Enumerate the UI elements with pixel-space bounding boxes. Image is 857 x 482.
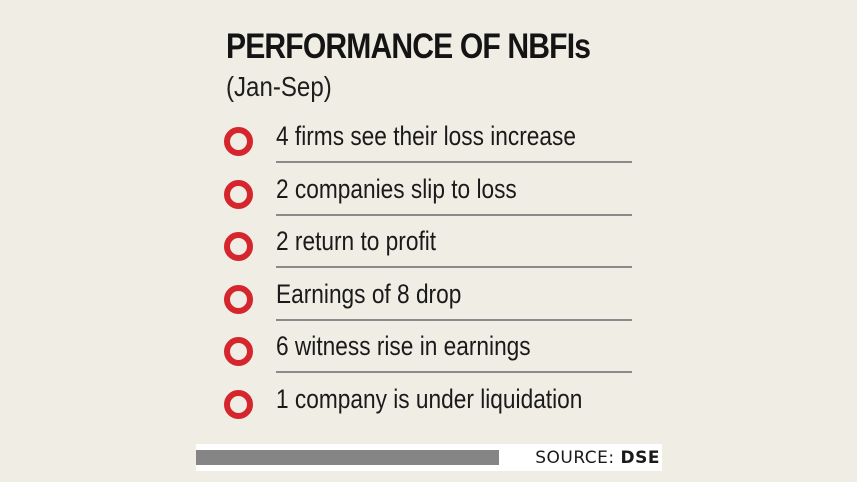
bullet-circle-icon [224,285,253,314]
source-credit: SOURCE: DSE [535,447,660,469]
list-item: 2 companies slip to loss [224,167,632,219]
list-item: 1 company is under liquidation [224,377,632,429]
list-item: 6 witness rise in earnings [224,324,632,376]
list-item: 2 return to profit [224,219,632,271]
divider [276,319,632,321]
divider [276,371,632,373]
list-item-label: 2 companies slip to loss [276,174,517,204]
list-item-label: 1 company is under liquidation [276,384,583,414]
source-footer: SOURCE: DSE [196,444,662,471]
bullet-circle-icon [224,232,253,261]
source-bar [196,450,499,465]
list-item-label: 2 return to profit [276,226,437,256]
source-name: DSE [620,448,660,468]
divider [276,266,632,268]
source-prefix: SOURCE: [535,448,615,468]
list-item: 4 firms see their loss increase [224,114,632,166]
infographic-subtitle: (Jan-Sep) [226,71,332,102]
bullet-circle-icon [224,390,253,419]
divider [276,214,632,216]
list-item-label: Earnings of 8 drop [276,279,462,309]
bullet-circle-icon [224,337,253,366]
list-item-label: 6 witness rise in earnings [276,331,531,361]
list-item: Earnings of 8 drop [224,272,632,324]
divider [276,161,632,163]
infographic-title: PERFORMANCE OF NBFIs [226,27,591,66]
list-item-label: 4 firms see their loss increase [276,121,576,151]
bullet-circle-icon [224,127,253,156]
bullet-circle-icon [224,180,253,209]
